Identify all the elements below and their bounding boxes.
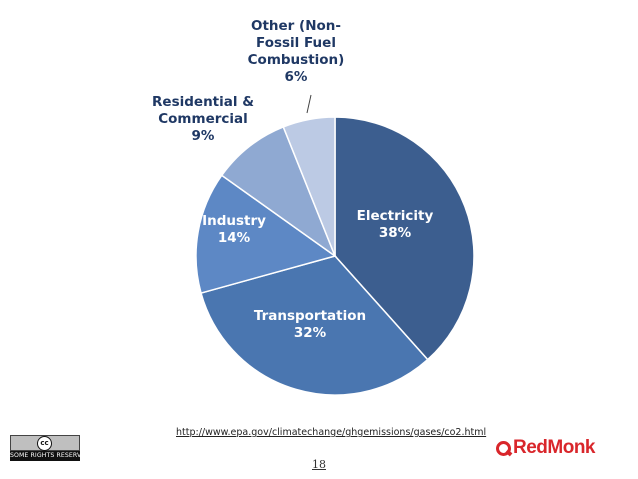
slice-label-industry: Industry 14% [202, 213, 266, 246]
creative-commons-badge: cc SOME RIGHTS RESERVED [10, 435, 80, 461]
pie-slice-industry [195, 174, 337, 294]
pie-slice-electricity [334, 116, 475, 361]
pie-chart: Electricity 38% Transportation 32% Industry 1… [152, 18, 475, 396]
slice-label-other: Other (Non-Fossil Fuel Combustion) 6% [248, 18, 345, 85]
redmonk-logo-text: RedMonk [513, 437, 596, 458]
chart-panel: Electricity 38% Transportation 32% Industry 1… [150, 10, 485, 408]
slice-label-electricity: Electricity 38% [357, 208, 434, 241]
pie-slice-transportation [200, 255, 429, 396]
redmonk-mark-icon [496, 440, 511, 456]
source-url-link[interactable]: http://www.epa.gov/climatechange/ghgemis… [176, 427, 487, 438]
leader-line-other [306, 94, 312, 114]
cc-icon: cc [37, 436, 52, 451]
page-number: 18 [312, 458, 326, 471]
cc-badge-text: SOME RIGHTS RESERVED [10, 451, 80, 461]
redmonk-logo: RedMonk [496, 436, 596, 460]
slice-label-residential-commercial: Residential & Commercial 9% [152, 94, 254, 144]
slice-label-transportation: Transportation 32% [254, 308, 366, 341]
pie-slice-other [282, 116, 336, 257]
pie-slice-residential-commercial [220, 125, 337, 259]
